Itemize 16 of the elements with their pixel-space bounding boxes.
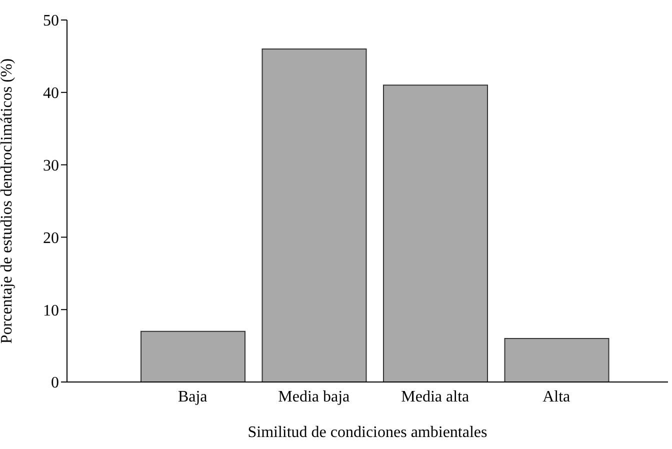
y-tick-label: 30 (43, 157, 59, 174)
bar (140, 330, 246, 382)
bar (504, 338, 610, 382)
x-tick-label: Baja (178, 388, 208, 406)
y-tick-label: 10 (43, 302, 59, 320)
bar (383, 84, 488, 382)
y-tick-label: 40 (43, 85, 59, 102)
y-axis-title: Porcentaje de estudios dendroclimáticos (%) (0, 58, 16, 344)
x-tick-label: Alta (542, 388, 570, 406)
y-tick-label: 50 (43, 12, 59, 30)
y-tick-label: 0 (51, 374, 59, 392)
x-tick-label: Media baja (278, 388, 350, 406)
bar (262, 48, 367, 382)
x-axis-title: Similitud de condiciones ambientales (248, 424, 488, 441)
x-tick-label: Media alta (401, 388, 470, 406)
y-tick-label: 20 (43, 230, 59, 247)
